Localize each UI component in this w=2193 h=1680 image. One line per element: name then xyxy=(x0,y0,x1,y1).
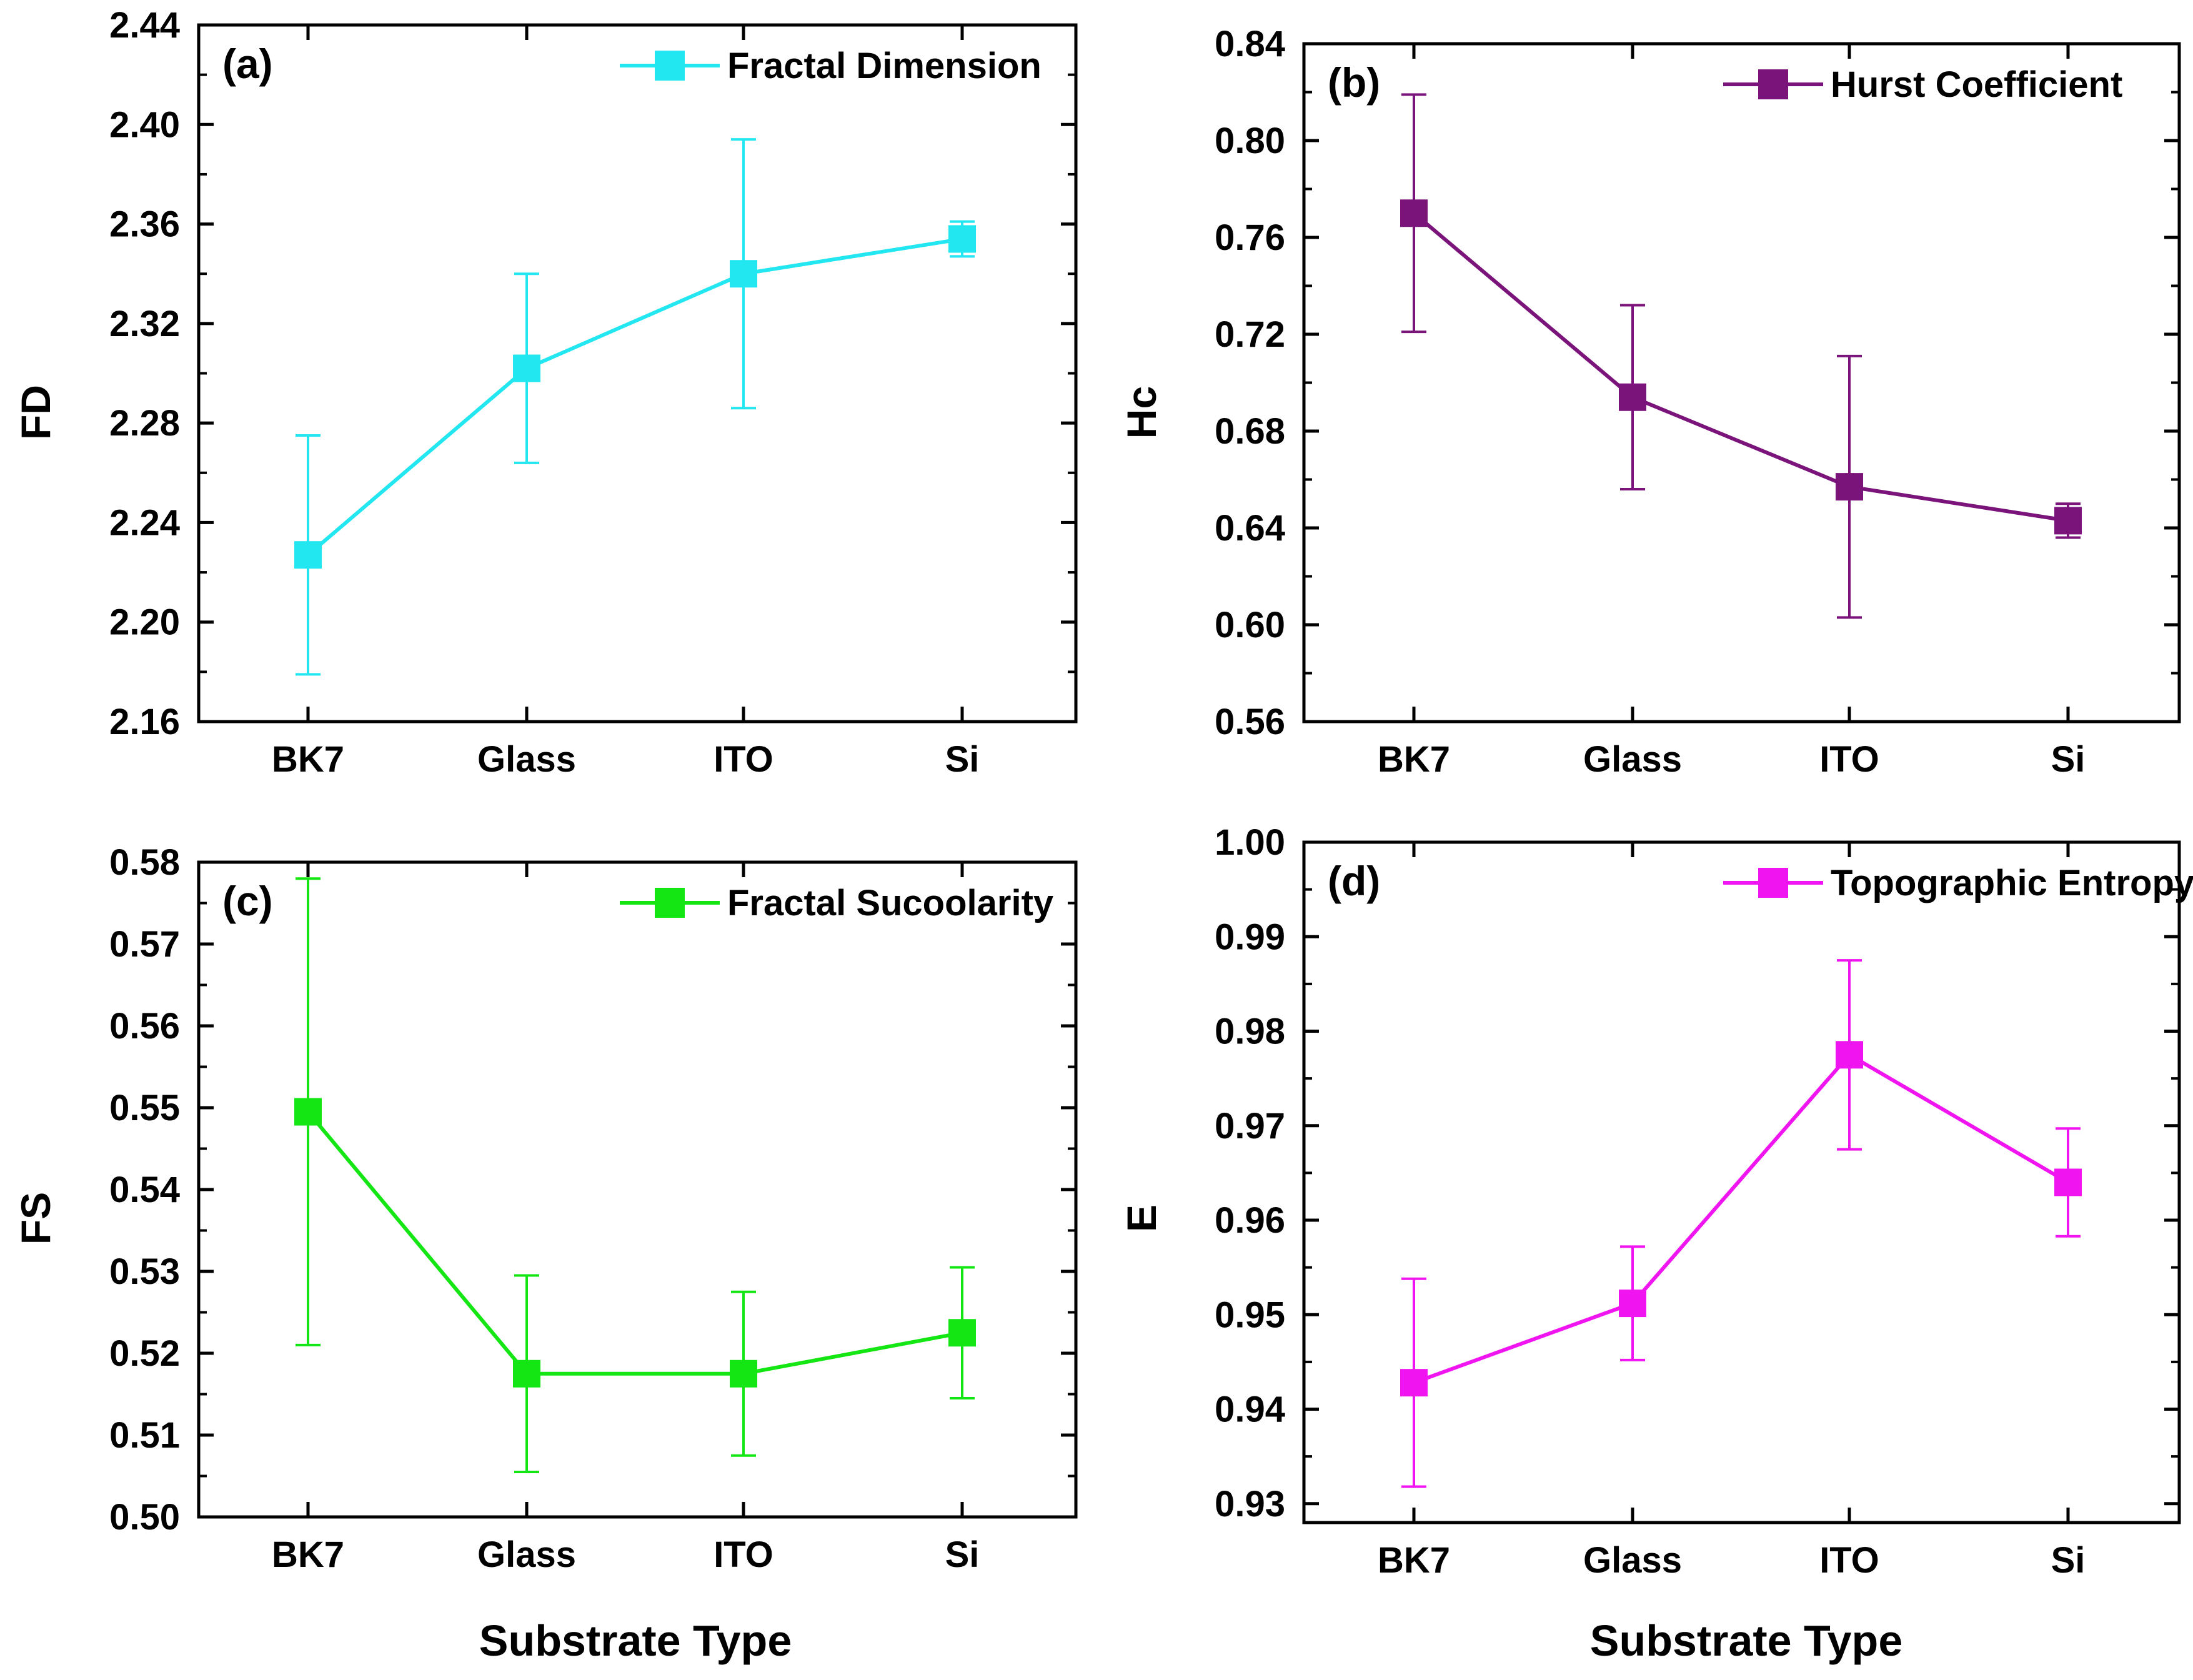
data-point-bk7[interactable] xyxy=(1400,199,1428,227)
x-tick-label-bk7: BK7 xyxy=(1378,739,1450,780)
panel-a: 2.16 2.20 2.24 2.28 2.32 2.36 2.40 2.44 BK7 Glass… xyxy=(12,5,1078,780)
panel-tag: (d) xyxy=(1328,858,1380,904)
data-point-glass[interactable] xyxy=(513,354,540,382)
y-tick-label: 0.50 xyxy=(109,1497,180,1538)
panel-tag: (c) xyxy=(222,878,273,924)
x-tick-label-si: Si xyxy=(2051,1540,2086,1581)
data-point-si[interactable] xyxy=(2054,1168,2082,1196)
data-point-ito[interactable] xyxy=(730,260,757,288)
y-tick-label: 0.93 xyxy=(1215,1484,1285,1524)
x-tick-label-bk7: BK7 xyxy=(1378,1540,1450,1581)
y-tick-label: 0.56 xyxy=(109,1006,180,1046)
panel-tag: (b) xyxy=(1328,59,1380,106)
x-tick-label-glass: Glass xyxy=(477,1534,576,1575)
x-tick-label-si: Si xyxy=(945,739,980,780)
data-point-glass[interactable] xyxy=(1619,383,1646,411)
series-line xyxy=(307,237,963,557)
y-tick-label: 0.94 xyxy=(1215,1389,1285,1430)
x-tick-label-glass: Glass xyxy=(1583,1540,1682,1581)
data-point-bk7[interactable] xyxy=(294,541,322,569)
y-tick-label: 0.52 xyxy=(109,1333,180,1374)
legend-label: Fractal Dimension xyxy=(727,46,1042,86)
x-tick-label-bk7: BK7 xyxy=(272,1534,344,1575)
x-axis-title-right: Substrate Type xyxy=(1590,1616,1903,1665)
y-tick-label: 0.98 xyxy=(1215,1011,1285,1052)
x-tick-label-si: Si xyxy=(2051,739,2086,780)
y-tick-label: 0.58 xyxy=(109,842,180,883)
legend-marker xyxy=(1758,69,1788,99)
y-axis-label: FS xyxy=(12,1192,59,1245)
y-axis-label: E xyxy=(1118,1205,1165,1232)
plot-frame xyxy=(1302,42,2181,723)
plot-frame xyxy=(1302,840,2181,1524)
y-tick-label: 0.60 xyxy=(1215,605,1285,645)
x-axis-title-left: Substrate Type xyxy=(479,1616,792,1665)
panel-b: 0.56 0.60 0.64 0.68 0.72 0.76 0.80 0.84 BK7 Glass… xyxy=(1118,24,2181,780)
series-line xyxy=(1413,211,2069,523)
x-tick-label-ito: ITO xyxy=(714,1534,773,1575)
y-tick-label: 0.84 xyxy=(1215,24,1285,64)
panel-d: 0.93 0.94 0.95 0.96 0.97 0.98 0.99 1.00 BK7 Glass… xyxy=(1118,822,2193,1581)
y-tick-label: 2.20 xyxy=(109,602,180,643)
legend-label: Hurst Coefficient xyxy=(1831,64,2122,105)
data-point-ito[interactable] xyxy=(730,1359,757,1388)
x-tick-label-glass: Glass xyxy=(1583,739,1682,780)
y-axis-label: Hc xyxy=(1118,386,1165,439)
y-tick-label: 0.55 xyxy=(109,1088,180,1128)
y-tick-label: 0.53 xyxy=(109,1251,180,1292)
y-tick-label: 0.72 xyxy=(1215,314,1285,355)
y-tick-label: 0.99 xyxy=(1215,917,1285,957)
data-point-ito[interactable] xyxy=(1836,473,1863,501)
series-line xyxy=(306,1110,963,1376)
y-axis-label: FD xyxy=(12,385,59,440)
y-tick-label: 2.36 xyxy=(109,204,180,245)
data-point-ito[interactable] xyxy=(1836,1041,1863,1069)
y-tick-label: 0.95 xyxy=(1215,1295,1285,1335)
y-tick-label: 2.40 xyxy=(109,104,180,145)
y-tick-label: 0.96 xyxy=(1215,1200,1285,1241)
y-tick-label: 2.32 xyxy=(109,304,180,344)
legend-label: Fractal Sucoolarity xyxy=(727,883,1053,923)
panel-c: 0.50 0.51 0.52 0.53 0.54 0.55 0.56 0.57 0.58 BK7 G… xyxy=(12,842,1078,1575)
y-tick-label: 0.64 xyxy=(1215,508,1285,549)
y-tick-label: 0.54 xyxy=(109,1170,180,1210)
series-line xyxy=(1413,1052,2069,1384)
y-tick-label: 0.76 xyxy=(1215,217,1285,258)
x-tick-label-ito: ITO xyxy=(714,739,773,780)
legend-marker xyxy=(655,51,685,81)
data-point-si[interactable] xyxy=(948,225,976,253)
y-tick-label: 0.56 xyxy=(1215,702,1285,742)
data-point-si[interactable] xyxy=(2054,507,2082,535)
data-point-glass[interactable] xyxy=(513,1359,540,1388)
y-tick-label: 2.28 xyxy=(109,403,180,444)
x-tick-label-si: Si xyxy=(945,1534,980,1575)
y-tick-label: 0.51 xyxy=(109,1415,180,1456)
plot-frame xyxy=(197,860,1078,1519)
x-tick-label-ito: ITO xyxy=(1819,739,1879,780)
x-tick-label-ito: ITO xyxy=(1819,1540,1879,1581)
data-point-si[interactable] xyxy=(948,1319,976,1347)
data-point-glass[interactable] xyxy=(1619,1290,1646,1318)
x-tick-label-bk7: BK7 xyxy=(272,739,344,780)
data-point-bk7[interactable] xyxy=(1400,1369,1428,1397)
y-tick-label: 0.57 xyxy=(109,924,180,965)
panel-tag: (a) xyxy=(222,41,273,87)
x-tick-label-glass: Glass xyxy=(477,739,576,780)
legend-marker xyxy=(1758,868,1788,898)
y-tick-label: 2.44 xyxy=(109,5,180,46)
y-tick-label: 0.80 xyxy=(1215,121,1285,161)
legend-label: Topographic Entropy xyxy=(1831,863,2193,903)
data-point-bk7[interactable] xyxy=(294,1098,322,1126)
y-tick-label: 2.24 xyxy=(109,502,180,543)
y-tick-label: 1.00 xyxy=(1215,822,1285,863)
y-tick-label: 0.97 xyxy=(1215,1106,1285,1146)
plot-frame xyxy=(197,23,1078,723)
y-tick-label: 0.68 xyxy=(1215,411,1285,452)
y-tick-label: 2.16 xyxy=(109,702,180,742)
legend-marker xyxy=(655,888,685,918)
